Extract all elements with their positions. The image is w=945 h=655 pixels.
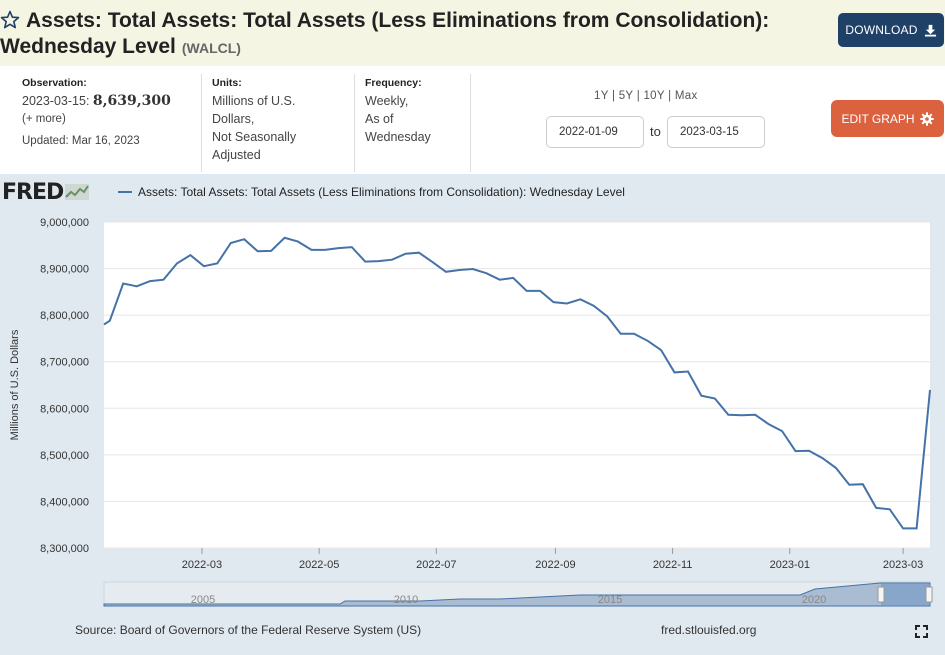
observation-date: 2023-03-15: — [22, 94, 90, 108]
updated-text: Updated: Mar 16, 2023 — [22, 135, 140, 147]
edit-graph-button[interactable]: EDIT GRAPH — [831, 100, 944, 137]
navigator-selection[interactable] — [881, 583, 929, 606]
range-links[interactable]: 1Y | 5Y | 10Y | Max — [594, 90, 698, 102]
observation-value: 8,639,300 — [92, 93, 171, 109]
divider — [201, 74, 202, 172]
x-tick-label: 2023-03 — [883, 559, 923, 571]
range-navigator[interactable]: 2005 2010 2015 2020 — [103, 581, 933, 607]
observation-block: Observation: 2023-03-15: 8,639,300 (+ mo… — [22, 76, 171, 150]
y-tick-label: 8,700,000 — [40, 357, 89, 369]
y-tick-label: 8,300,000 — [40, 543, 89, 555]
page-header: Assets: Total Assets: Total Assets (Less… — [0, 0, 945, 66]
download-label: DOWNLOAD — [845, 23, 918, 37]
navigator-label: 2010 — [394, 594, 418, 606]
frequency-line: Wednesday — [365, 130, 431, 144]
x-tick-label: 2022-09 — [535, 559, 575, 571]
fred-logo-text: FRED — [2, 180, 64, 205]
fred-logo: FRED — [2, 180, 90, 205]
y-axis-label: Millions of U.S. Dollars — [9, 329, 21, 440]
frequency-line: As of — [365, 112, 394, 126]
edit-graph-label: EDIT GRAPH — [841, 111, 915, 126]
units-line: Millions of U.S. — [212, 94, 296, 108]
frequency-label: Frequency: — [365, 77, 422, 89]
gear-icon — [919, 111, 934, 126]
observation-label: Observation: — [22, 77, 87, 89]
divider — [354, 74, 355, 172]
units-line: Not Seasonally — [212, 130, 297, 144]
frequency-block: Frequency: Weekly, As of Wednesday — [365, 76, 431, 146]
series-meta: Observation: 2023-03-15: 8,639,300 (+ mo… — [0, 66, 945, 174]
to-label: to — [650, 124, 661, 139]
title-text: Assets: Total Assets: Total Assets (Less… — [0, 9, 770, 58]
observation-row: 2023-03-15: 8,639,300 — [22, 92, 171, 110]
y-axis: 8,300,000 8,400,000 8,500,000 8,600,000 8,70… — [40, 217, 89, 555]
navigator-label: 2015 — [598, 594, 622, 606]
navigator-left-handle[interactable] — [877, 586, 885, 603]
start-date-input[interactable]: 2022-01-09 — [546, 116, 644, 148]
navigator-right-handle[interactable] — [925, 586, 933, 603]
x-tick-label: 2022-07 — [416, 559, 456, 571]
y-tick-label: 8,400,000 — [40, 496, 89, 508]
series-id: (WALCL) — [181, 40, 241, 56]
source-url[interactable]: fred.stlouisfed.org — [661, 623, 757, 637]
download-icon — [924, 24, 936, 37]
legend-swatch — [118, 191, 132, 193]
navigator-label: 2020 — [802, 594, 826, 606]
x-axis: 2022-03 2022-05 2022-07 2022-09 2022-11 2023-… — [182, 548, 923, 571]
units-line: Dollars, — [212, 112, 255, 126]
star-outline-icon[interactable] — [0, 10, 20, 30]
units-label: Units: — [212, 77, 242, 89]
x-tick-label: 2023-01 — [770, 559, 810, 571]
units-line: Adjusted — [212, 148, 261, 162]
page-title: Assets: Total Assets: Total Assets (Less… — [0, 8, 830, 61]
download-button[interactable]: DOWNLOAD — [838, 13, 944, 47]
end-date-input[interactable]: 2023-03-15 — [667, 116, 765, 148]
plot-background — [104, 222, 930, 548]
more-link[interactable]: (+ more) — [22, 113, 66, 125]
y-tick-label: 8,900,000 — [40, 264, 89, 276]
navigator-label: 2005 — [191, 594, 215, 606]
legend-label: Assets: Total Assets: Total Assets (Less… — [138, 185, 625, 199]
grid-lines — [104, 221, 930, 549]
y-tick-label: 8,600,000 — [40, 403, 89, 415]
divider — [470, 74, 471, 172]
chart-legend: Assets: Total Assets: Total Assets (Less… — [118, 185, 625, 199]
frequency-line: Weekly, — [365, 94, 409, 108]
fullscreen-icon[interactable] — [915, 625, 928, 638]
y-tick-label: 9,000,000 — [40, 217, 89, 229]
fred-chart-icon — [65, 184, 90, 200]
x-tick-label: 2022-11 — [653, 559, 693, 571]
y-tick-label: 8,800,000 — [40, 310, 89, 322]
series-line — [103, 236, 931, 530]
y-tick-label: 8,500,000 — [40, 450, 89, 462]
source-text: Source: Board of Governors of the Federa… — [75, 623, 422, 637]
units-block: Units: Millions of U.S. Dollars, Not Sea… — [212, 76, 296, 164]
x-tick-label: 2022-03 — [182, 559, 222, 571]
x-tick-label: 2022-05 — [299, 559, 339, 571]
